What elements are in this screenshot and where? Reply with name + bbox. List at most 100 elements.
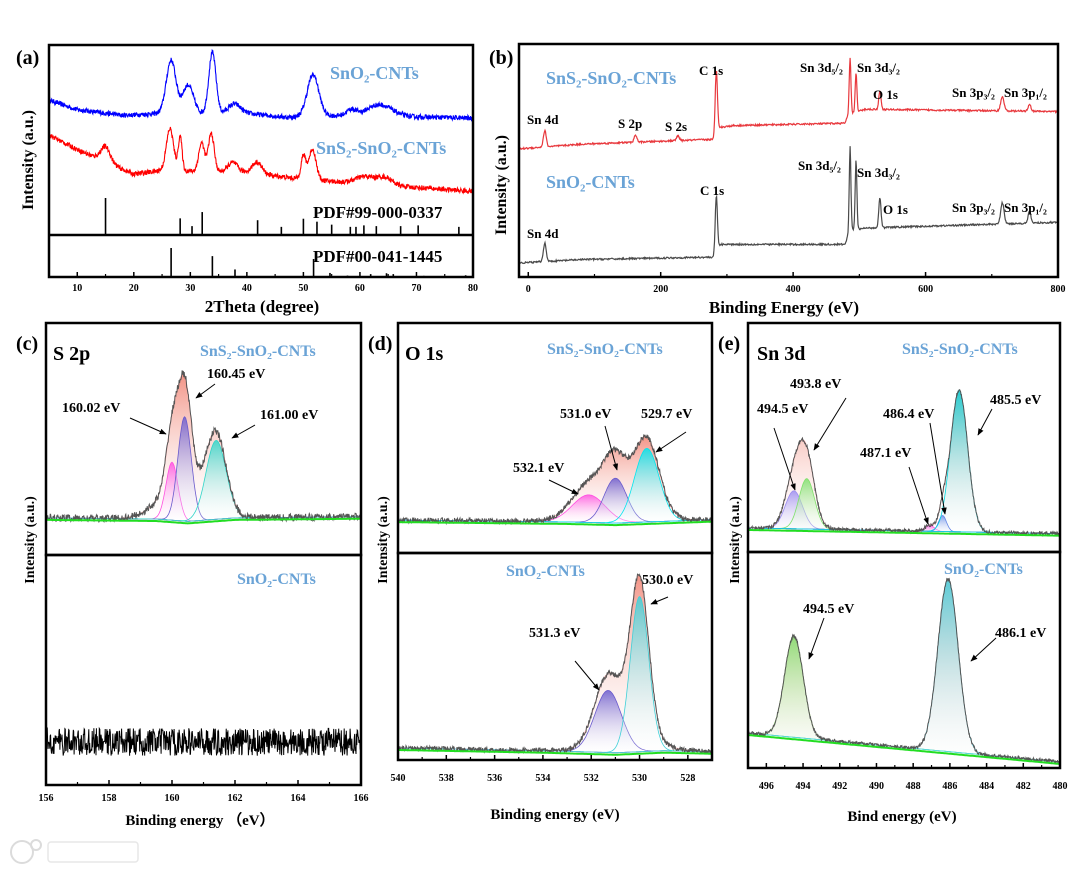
xrd-curve-sns2-sno2-cnts bbox=[48, 126, 474, 195]
peak-annotation: 160.45 eV bbox=[207, 367, 265, 382]
panel-label: (c) bbox=[16, 333, 38, 355]
peak-annotation: 529.7 eV bbox=[641, 407, 692, 422]
xps-subplot bbox=[46, 370, 361, 525]
xps-subplot bbox=[748, 577, 1060, 765]
x-tick-label: 540 bbox=[391, 773, 406, 784]
y-axis-label: Intensity (a.u.) bbox=[376, 496, 391, 584]
panel-title: Sn 3d bbox=[757, 343, 805, 365]
x-tick-label: 536 bbox=[487, 773, 502, 784]
annotation-arrow bbox=[908, 466, 929, 525]
legend-sno2-cnts: SnO₂-CNTs bbox=[330, 63, 419, 83]
x-axis-label: Binding energy （eV） bbox=[125, 811, 274, 829]
panel-label: (b) bbox=[489, 47, 513, 69]
reference-label: PDF#00-041-1445 bbox=[313, 247, 442, 266]
x-tick-label: 492 bbox=[832, 781, 847, 792]
peak-label: Sn 3p₁/₂ bbox=[1004, 200, 1047, 215]
background-line bbox=[748, 734, 1060, 765]
x-tick-label: 30 bbox=[185, 283, 195, 294]
x-tick-label: 530 bbox=[632, 773, 647, 784]
y-axis-label: Intensity (a.u.) bbox=[23, 496, 38, 584]
annotation-arrow bbox=[773, 427, 796, 491]
peak-annotation: 494.5 eV bbox=[803, 602, 854, 617]
xps-survey-curve bbox=[518, 57, 1058, 151]
xps-subplot bbox=[398, 433, 712, 527]
background-line bbox=[748, 529, 1060, 537]
panel-a-frame bbox=[47, 43, 475, 279]
legend-label: SnO₂-CNTs bbox=[237, 571, 316, 588]
peak-annotation: 487.1 eV bbox=[860, 446, 911, 461]
xrd-curve-sno2-cnts bbox=[48, 48, 473, 123]
x-tick-label: 488 bbox=[906, 781, 921, 792]
fitted-component-peak bbox=[398, 447, 712, 524]
peak-annotation: 486.1 eV bbox=[995, 626, 1046, 641]
y-axis-label: Intensity (a.u.) bbox=[493, 135, 510, 235]
x-tick-label: 50 bbox=[298, 283, 308, 294]
background-line bbox=[46, 517, 361, 525]
y-axis-label: Intensity (a.u.) bbox=[20, 110, 37, 210]
reference-label: PDF#99-000-0337 bbox=[313, 203, 443, 222]
x-tick-label: 600 bbox=[918, 284, 933, 295]
peak-annotation: 486.4 eV bbox=[883, 407, 934, 422]
peak-label: C 1s bbox=[700, 183, 724, 198]
x-tick-label: 158 bbox=[102, 793, 117, 804]
x-tick-label: 40 bbox=[242, 283, 252, 294]
annotation-arrow bbox=[574, 660, 600, 691]
peak-annotation: 485.5 eV bbox=[990, 393, 1041, 408]
legend-sns2-sno2-cnts: SnS₂-SnO₂-CNTs bbox=[546, 68, 676, 88]
peak-annotation: 530.0 eV bbox=[642, 573, 693, 588]
annotation-arrow bbox=[929, 422, 947, 515]
peak-annotation: 160.02 eV bbox=[62, 401, 120, 416]
x-tick-label: 164 bbox=[291, 793, 306, 804]
background-line bbox=[398, 749, 712, 756]
legend-label: SnO₂-CNTs bbox=[506, 563, 585, 580]
fitted-component-peak bbox=[748, 635, 1060, 763]
raw-spectrum bbox=[398, 573, 712, 755]
x-tick-label: 538 bbox=[439, 773, 454, 784]
x-axis-label: Bind energy (eV) bbox=[847, 809, 956, 825]
peak-label: Sn 3p₃/₂ bbox=[952, 200, 995, 215]
panel-label: (a) bbox=[16, 47, 39, 69]
x-tick-label: 10 bbox=[72, 283, 82, 294]
background-line bbox=[398, 520, 712, 527]
x-tick-label: 496 bbox=[759, 781, 774, 792]
x-tick-label: 528 bbox=[680, 773, 695, 784]
x-tick-label: 20 bbox=[129, 283, 139, 294]
x-axis-label: Binding Energy (eV) bbox=[709, 298, 859, 317]
x-axis-label: Binding energy (eV) bbox=[490, 807, 619, 823]
watermark-logo bbox=[10, 839, 139, 864]
x-tick-label: 80 bbox=[468, 283, 478, 294]
x-tick-label: 534 bbox=[535, 773, 550, 784]
x-tick-label: 0 bbox=[526, 284, 531, 295]
annotation-arrow bbox=[195, 383, 216, 399]
fitted-component-peak bbox=[398, 595, 712, 754]
panel-title: S 2p bbox=[53, 343, 90, 365]
annotation-arrow bbox=[650, 596, 669, 605]
annotation-arrow bbox=[808, 617, 825, 660]
peak-label: Sn 4d bbox=[527, 112, 559, 127]
xps-survey-curve bbox=[518, 146, 1058, 265]
annotation-arrow bbox=[604, 425, 619, 471]
legend-label: SnS₂-SnO₂-CNTs bbox=[200, 343, 316, 360]
annotation-arrow bbox=[970, 637, 997, 662]
x-tick-label: 162 bbox=[228, 793, 243, 804]
x-tick-label: 156 bbox=[39, 793, 54, 804]
peak-label: Sn 3p₁/₂ bbox=[1004, 85, 1047, 100]
fitted-envelope bbox=[398, 574, 712, 754]
peak-label: Sn 3d₃/₂ bbox=[857, 165, 900, 180]
x-tick-label: 60 bbox=[355, 283, 365, 294]
x-tick-label: 484 bbox=[979, 781, 994, 792]
panel-b-frame bbox=[517, 42, 1060, 279]
peak-label: S 2s bbox=[665, 119, 687, 134]
x-tick-label: 800 bbox=[1051, 284, 1066, 295]
peak-label: C 1s bbox=[699, 63, 723, 78]
annotation-arrow bbox=[231, 424, 256, 439]
legend-label: SnS₂-SnO₂-CNTs bbox=[902, 341, 1018, 358]
peak-label: Sn 3d₅/₂ bbox=[798, 158, 841, 173]
peak-annotation: 494.5 eV bbox=[757, 402, 808, 417]
panel-title: O 1s bbox=[405, 343, 444, 365]
peak-annotation: 532.1 eV bbox=[513, 461, 564, 476]
x-tick-label: 160 bbox=[165, 793, 180, 804]
legend-label: SnS₂-SnO₂-CNTs bbox=[547, 341, 663, 358]
peak-label: Sn 3d₅/₂ bbox=[800, 60, 843, 75]
